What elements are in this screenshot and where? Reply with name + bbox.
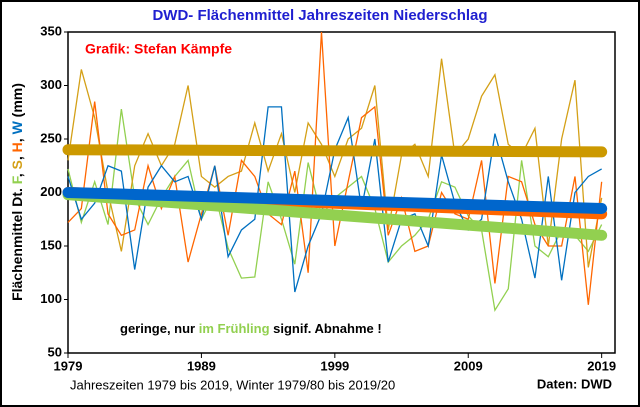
x-tick-label: 1999: [320, 358, 349, 373]
annotation-part: im Frühling: [199, 321, 270, 336]
y-axis-label-part: (mm): [9, 83, 25, 121]
trend-line: [62, 144, 608, 158]
x-axis-label: Jahreszeiten 1979 bis 2019, Winter 1979/…: [70, 377, 395, 392]
trend-line: [62, 187, 608, 215]
y-axis-label-part: W: [9, 120, 25, 134]
y-axis-label-part: S: [9, 160, 25, 169]
x-tick-label: 2019: [587, 358, 616, 373]
source: Daten: DWD: [537, 376, 612, 391]
y-tick-label: 200: [40, 184, 62, 199]
annotation-part: geringe, nur: [120, 321, 199, 336]
y-axis-label-part: H: [9, 142, 25, 152]
y-tick-label: 300: [40, 77, 62, 92]
y-tick-label: 250: [40, 130, 62, 145]
y-axis-label-part: ,: [9, 169, 25, 177]
annotation-part: signif. Abnahme !: [270, 321, 382, 336]
y-axis-label-part: Flächenmittel Dt.: [9, 184, 25, 301]
y-axis-label: Flächenmittel Dt. F, S, H, W (mm): [9, 83, 25, 301]
x-tick-label: 1989: [187, 358, 216, 373]
x-tick-label: 1979: [54, 358, 83, 373]
y-axis-label-part: ,: [9, 134, 25, 142]
y-tick-label: 150: [40, 237, 62, 252]
y-tick-label: 50: [48, 344, 62, 359]
credit: Grafik: Stefan Kämpfe: [85, 41, 232, 57]
trend-line: [62, 189, 608, 241]
annotation: geringe, nur im Frühling signif. Abnahme…: [120, 321, 382, 336]
y-tick-label: 350: [40, 23, 62, 38]
y-tick-label: 100: [40, 291, 62, 306]
chart-title: DWD- Flächenmittel Jahreszeiten Niedersc…: [152, 7, 487, 24]
y-axis-label-part: ,: [9, 152, 25, 160]
x-tick-label: 2009: [454, 358, 483, 373]
y-axis-label-part: F: [9, 175, 25, 184]
